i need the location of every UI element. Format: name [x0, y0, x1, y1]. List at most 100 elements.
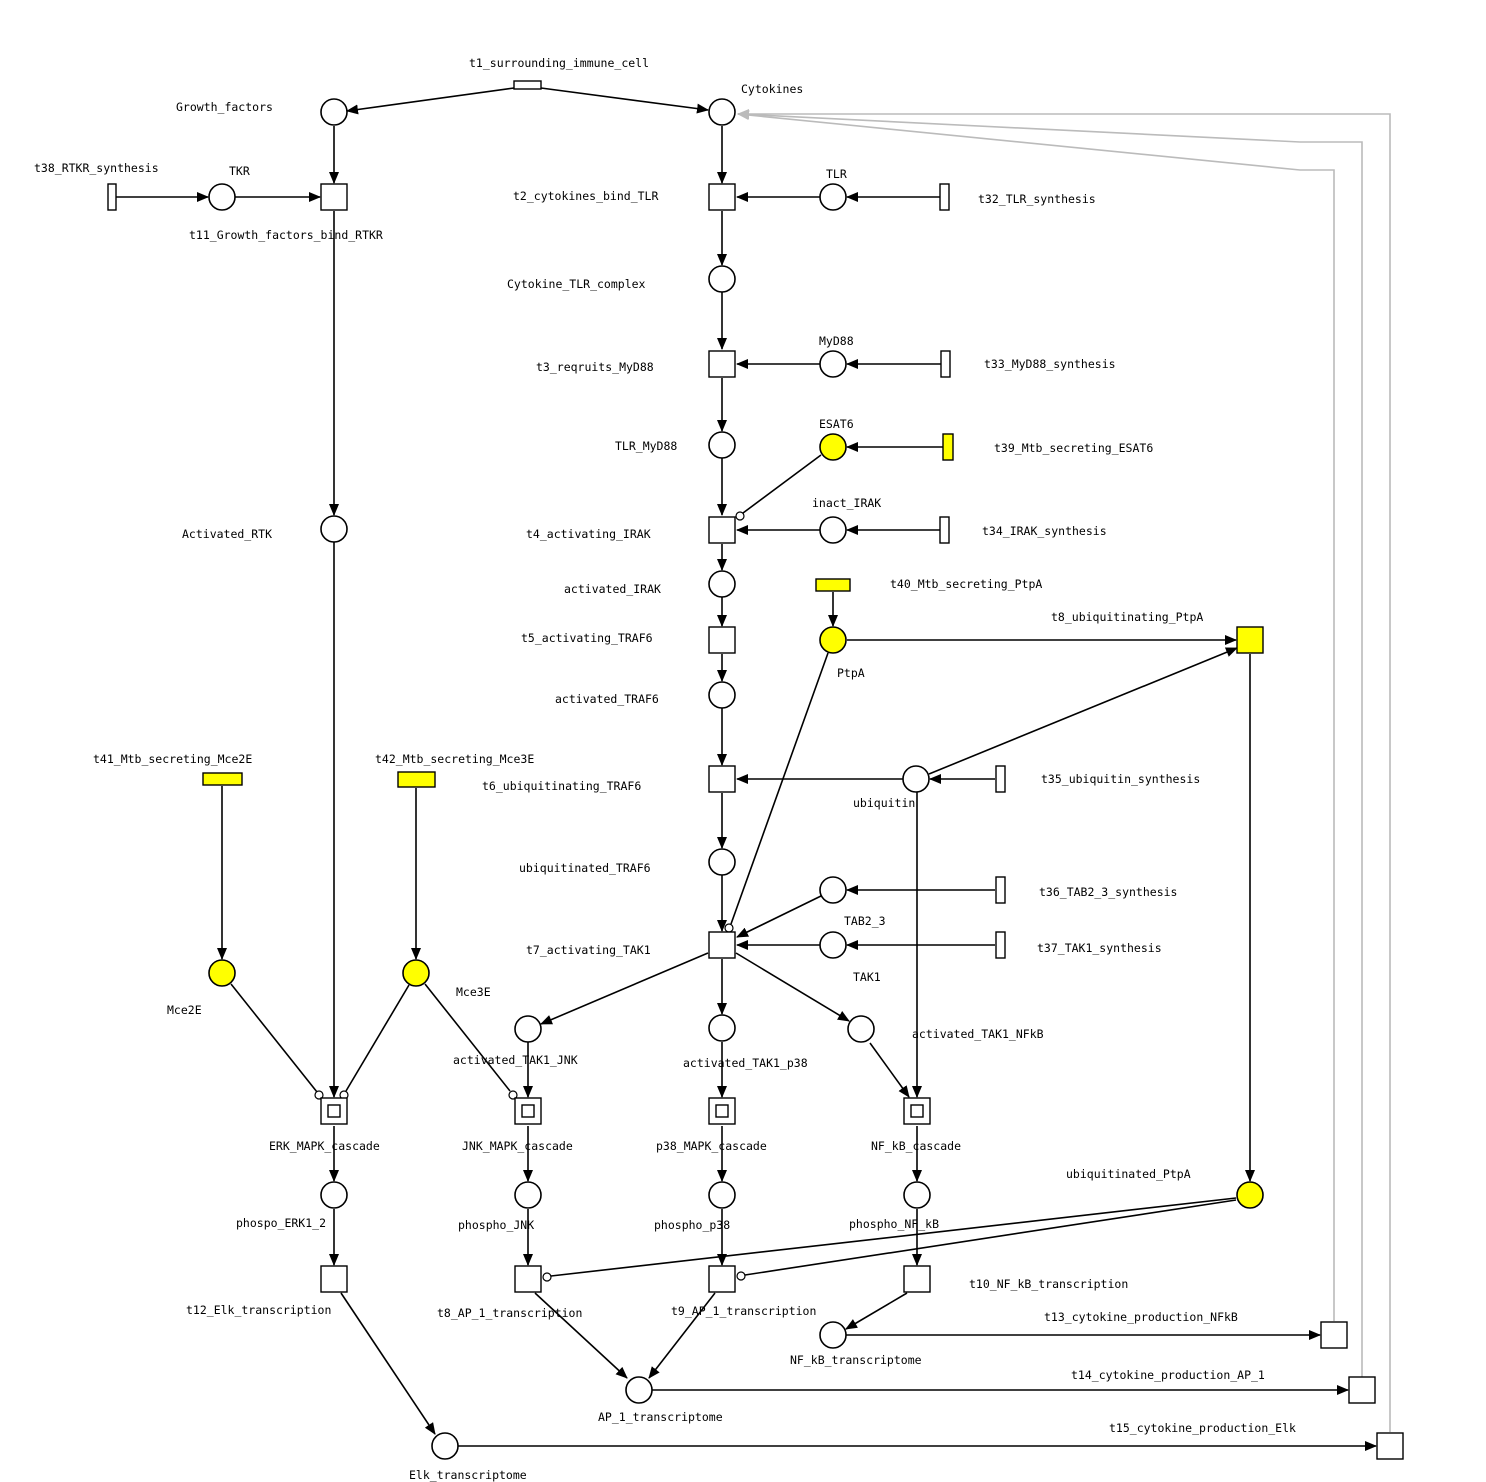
place-esat6[interactable]	[819, 433, 847, 461]
transition-t13[interactable]	[1320, 1321, 1348, 1349]
place-ubiquitinated-ptpa[interactable]	[1236, 1181, 1264, 1209]
label-t2: t2_cytokines_bind_TLR	[513, 189, 658, 203]
transition-t42[interactable]	[397, 771, 436, 788]
place-elk-transcriptome[interactable]	[431, 1432, 459, 1460]
place-activated-tak1-nfkb[interactable]	[847, 1015, 875, 1043]
arc-ptpa-t7-inhibitor	[730, 652, 829, 925]
place-nf-kb-transcriptome[interactable]	[819, 1321, 847, 1349]
transition-p38-mapk-cascade[interactable]	[708, 1097, 736, 1125]
label-t34: t34_IRAK_synthesis	[982, 524, 1107, 538]
label-esat6: ESAT6	[819, 417, 854, 431]
arc-t12-elk-transcriptome	[340, 1292, 436, 1435]
transition-t1[interactable]	[513, 80, 542, 90]
transition-t40[interactable]	[815, 578, 851, 592]
label-nf-kb-transcriptome: NF_kB_transcriptome	[790, 1353, 922, 1367]
transition-t15[interactable]	[1376, 1432, 1404, 1460]
place-ubiquitin[interactable]	[902, 765, 930, 793]
transition-t8-ubiquitinating-ptpa[interactable]	[1236, 626, 1264, 654]
place-tlr[interactable]	[819, 183, 847, 211]
arc-t8ap-ap1-transcriptome	[534, 1292, 628, 1379]
transition-t7[interactable]	[708, 931, 736, 959]
label-cytokine-tlr-complex: Cytokine_TLR_complex	[507, 277, 646, 291]
place-cytokine-tlr-complex[interactable]	[708, 265, 736, 293]
place-phospho-p38[interactable]	[708, 1181, 736, 1209]
place-activated-irak[interactable]	[708, 570, 736, 598]
inhibitor-dot-esat6	[735, 511, 745, 521]
arc-t7-activated-tak1-nfkb	[735, 952, 850, 1022]
transition-nf-kb-cascade[interactable]	[903, 1097, 931, 1125]
place-phospho-jnk[interactable]	[514, 1181, 542, 1209]
transition-t10[interactable]	[903, 1265, 931, 1293]
place-mce3e[interactable]	[402, 959, 430, 987]
label-elk-transcriptome: Elk_transcriptome	[409, 1468, 527, 1482]
transition-t11[interactable]	[320, 183, 348, 211]
transition-t39[interactable]	[942, 433, 954, 461]
transition-t36[interactable]	[995, 876, 1006, 904]
arc-activated-tak1-nfkb-nfkb	[869, 1042, 910, 1098]
label-activated-tak1-nfkb: activated_TAK1_NFkB	[912, 1027, 1044, 1041]
label-t32: t32_TLR_synthesis	[978, 192, 1096, 206]
label-t5: t5_activating_TRAF6	[521, 631, 653, 645]
place-ptpa[interactable]	[819, 626, 847, 654]
transition-t35[interactable]	[995, 765, 1006, 793]
place-tlr-myd88[interactable]	[708, 431, 736, 459]
transition-t4[interactable]	[708, 516, 736, 544]
label-t6: t6_ubiquitinating_TRAF6	[482, 779, 641, 793]
place-activated-rtk[interactable]	[320, 515, 348, 543]
label-t39: t39_Mtb_secreting_ESAT6	[994, 441, 1153, 455]
transition-t2[interactable]	[708, 183, 736, 211]
label-t3: t3_reqruits_MyD88	[536, 360, 654, 374]
transition-t3[interactable]	[708, 350, 736, 378]
transition-t32[interactable]	[939, 183, 950, 211]
place-phospho-nf-kb[interactable]	[903, 1181, 931, 1209]
transition-t12[interactable]	[320, 1265, 348, 1293]
place-tkr[interactable]	[208, 183, 236, 211]
label-t11: t11_Growth_factors_bind_RTKR	[189, 228, 383, 242]
label-inact-irak: inact_IRAK	[812, 496, 881, 510]
place-phospo-erk1-2[interactable]	[320, 1181, 348, 1209]
arc-t10-nfkb-transcriptome	[845, 1292, 908, 1330]
transition-t14[interactable]	[1348, 1376, 1376, 1404]
transition-t33[interactable]	[940, 350, 951, 378]
places	[208, 98, 1264, 1460]
transition-t38[interactable]	[107, 183, 117, 211]
place-ap-1-transcriptome[interactable]	[625, 1376, 653, 1404]
arc-mce3e-erk-inhibitor	[345, 984, 410, 1092]
place-ubiquitinated-traf6[interactable]	[708, 848, 736, 876]
transition-t8-ap-1[interactable]	[514, 1265, 542, 1293]
arc-t13-cytokines	[737, 110, 1335, 1321]
place-inact-irak[interactable]	[819, 516, 847, 544]
transition-t41[interactable]	[202, 772, 243, 786]
arc-ubiquitin-t8u	[928, 647, 1238, 775]
arc-ubiquitinated-ptpa-t9-inhibitor	[744, 1199, 1237, 1276]
label-tab2-3: TAB2_3	[844, 914, 886, 928]
transition-t37[interactable]	[995, 931, 1006, 959]
place-tak1[interactable]	[819, 931, 847, 959]
label-activated-rtk: Activated_RTK	[182, 527, 272, 541]
label-t41: t41_Mtb_secreting_Mce2E	[93, 752, 252, 766]
place-mce2e[interactable]	[208, 959, 236, 987]
label-activated-tak1-p38: activated_TAK1_p38	[683, 1056, 808, 1070]
arc-t1-cytokines	[540, 87, 709, 114]
place-cytokines[interactable]	[708, 98, 736, 126]
transition-t34[interactable]	[939, 516, 950, 544]
transition-t9[interactable]	[708, 1265, 736, 1293]
transition-t6[interactable]	[708, 765, 736, 793]
label-t15: t15_cytokine_production_Elk	[1109, 1421, 1296, 1435]
transition-erk-mapk-cascade[interactable]	[320, 1097, 348, 1125]
label-activated-traf6: activated_TRAF6	[555, 692, 659, 706]
label-phospho-p38: phospho_p38	[654, 1218, 730, 1232]
place-activated-tak1-p38[interactable]	[708, 1014, 736, 1042]
label-t8-ubiquitinating-ptpa: t8_ubiquitinating_PtpA	[1051, 610, 1203, 624]
label-t38: t38_RTKR_synthesis	[34, 161, 159, 175]
place-activated-tak1-jnk[interactable]	[514, 1015, 542, 1043]
place-growth-factors[interactable]	[320, 98, 348, 126]
transition-jnk-mapk-cascade[interactable]	[514, 1097, 542, 1125]
place-tab2-3[interactable]	[819, 876, 847, 904]
label-tkr: TKR	[229, 164, 250, 178]
transition-t5[interactable]	[708, 626, 736, 654]
label-mce2e: Mce2E	[167, 1003, 202, 1017]
place-myd88[interactable]	[819, 350, 847, 378]
place-activated-traf6[interactable]	[708, 681, 736, 709]
